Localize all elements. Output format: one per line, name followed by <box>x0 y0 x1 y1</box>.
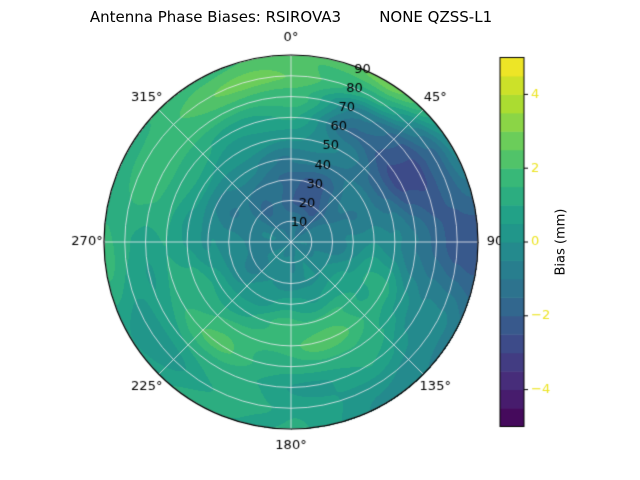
chart-title: Antenna Phase Biases: RSIROVA3 NONE QZSS… <box>89 8 493 26</box>
colorbar-axis-label: Bias (mm) <box>553 208 569 276</box>
